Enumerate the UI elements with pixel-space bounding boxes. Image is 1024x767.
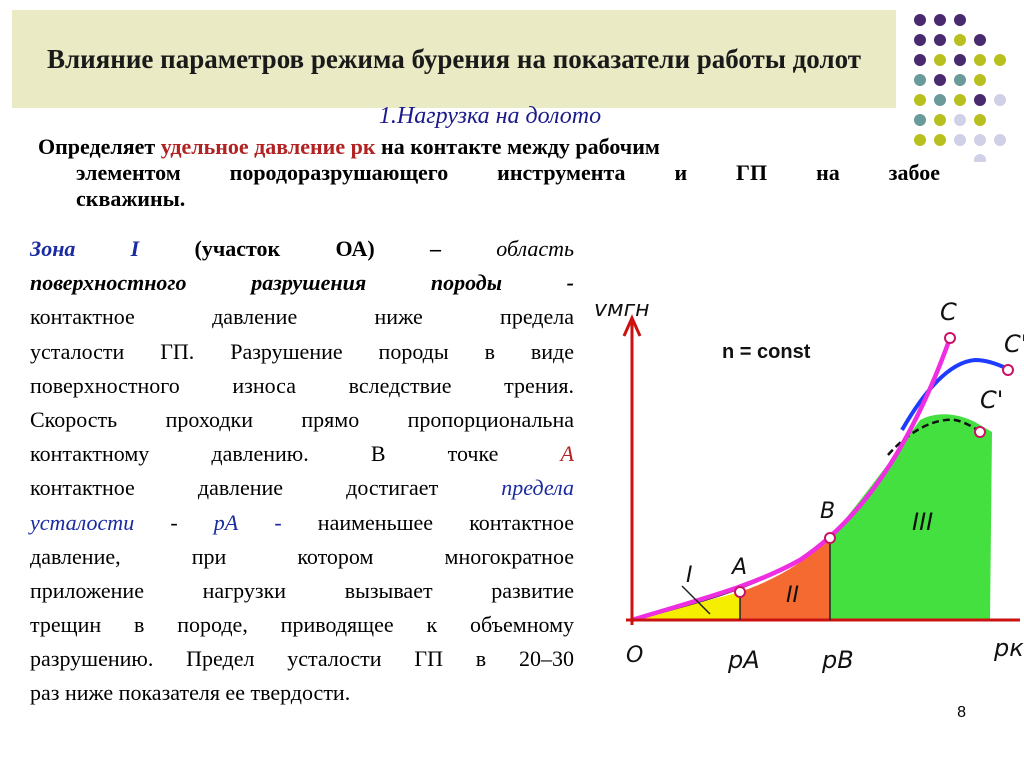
- body-line: трещин в породе, приводящее к объемному: [30, 612, 574, 638]
- title-box: Влияние параметров режима бурения на пок…: [12, 10, 896, 108]
- point-c-prime-upper-label: C': [1004, 330, 1024, 358]
- drilling-rate-diagram: vмгн n = const O рА рВ рк A B C C' C' I …: [594, 297, 1024, 674]
- blue-curve-c-prime: [900, 357, 1011, 431]
- point-a: [734, 586, 746, 598]
- zone-3-label: III: [912, 508, 933, 536]
- zone-2-label: II: [786, 583, 799, 608]
- body-line: Зона I (участок ОА) – область: [30, 236, 575, 261]
- decorative-dots: [914, 14, 1006, 162]
- body-line: усталости ГП. Разрушение породы в виде: [30, 338, 574, 364]
- point-b-label: B: [820, 499, 835, 524]
- zone-2-area: [740, 538, 830, 620]
- body-line: контактному давлению. В точке А: [30, 441, 574, 467]
- intro-line-1: Определяет удельное давление рк на конта…: [38, 134, 660, 159]
- point-c-prime-lower: [974, 426, 986, 438]
- pink-main-curve: [631, 337, 953, 623]
- body-line: поверхностного износа вследствие трения.: [30, 372, 574, 398]
- origin-label: O: [626, 643, 643, 668]
- body-line: Скорость проходки прямо пропорциональна: [30, 406, 574, 432]
- body-line: контактное давление достигает предела: [30, 475, 574, 501]
- point-c-prime-lower-label: C': [980, 386, 1003, 414]
- zone-1-hatch: [681, 585, 711, 615]
- y-axis-label: vмгн: [594, 297, 650, 322]
- intro-paragraph: Определяет удельное давление рк на конта…: [38, 134, 940, 212]
- y-axis-arrow: [622, 314, 642, 337]
- body-line: усталости - рА - наименьшее контактное: [30, 509, 575, 535]
- zone-description: Зона I (участок ОА) – область поверхност…: [30, 232, 574, 711]
- intro-line-2: элементом породоразрушающего инструмента…: [76, 160, 940, 185]
- n-const-label: n = const: [722, 341, 811, 363]
- body-line: разрушению. Предел усталости ГП в 20–30: [30, 646, 574, 672]
- body-line: приложение нагрузки вызывает развитие: [30, 577, 574, 603]
- x-tick-pb: рВ: [821, 646, 854, 674]
- page-number: 8: [957, 704, 966, 721]
- x-axis-label: рк: [993, 634, 1024, 662]
- point-b: [824, 532, 836, 544]
- zone-1-label: I: [686, 563, 693, 588]
- x-tick-pa: рА: [727, 646, 760, 674]
- point-c-prime-upper: [1002, 364, 1014, 376]
- point-c: [944, 332, 956, 344]
- body-line: поверхностного разрушения породы -: [30, 270, 574, 296]
- slide-title: Влияние параметров режима бурения на пок…: [46, 44, 862, 74]
- point-a-label: A: [730, 555, 747, 580]
- body-line: давление, при котором многократное: [30, 543, 574, 569]
- body-line: контактное давление ниже предела: [30, 304, 574, 330]
- body-line: раз ниже показателя ее твердости.: [30, 680, 351, 706]
- slide-subtitle: 1.Нагрузка на долото: [378, 103, 602, 129]
- intro-line-3: скважины.: [76, 186, 186, 211]
- zone-3-area: [830, 414, 992, 620]
- point-c-label: C: [940, 298, 957, 326]
